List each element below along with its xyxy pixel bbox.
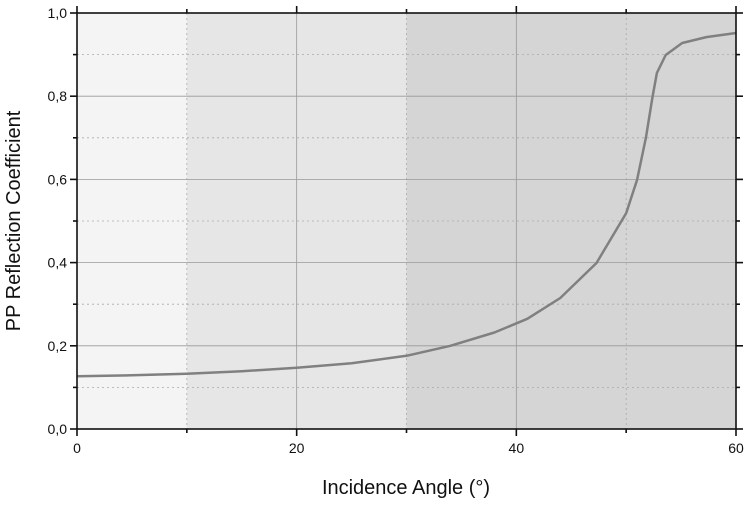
y-axis-label: PP Reflection Coefficient [3,110,25,331]
y-tick-label: 0,4 [48,255,68,271]
tick-labels: 0 20 40 60 0,0 0,2 0,4 0,6 0,8 1,0 [48,5,744,456]
axes [70,6,743,436]
x-tick-label: 0 [73,440,81,456]
series-line-0 [76,31,737,378]
y-tick-label: 1,0 [48,5,68,21]
x-tick-label: 20 [289,440,305,456]
y-tick-label: 0,0 [48,421,68,437]
x-axis-label: Incidence Angle (°) [322,477,490,499]
x-tick-label: 40 [509,440,525,456]
y-tick-label: 0,8 [48,88,68,104]
x-tick-label: 60 [728,440,744,456]
series-layer [76,31,737,378]
shaded-region-2 [406,13,736,429]
y-tick-label: 0,6 [48,171,68,187]
grid [77,13,736,429]
y-tick-label: 0,2 [48,338,68,354]
